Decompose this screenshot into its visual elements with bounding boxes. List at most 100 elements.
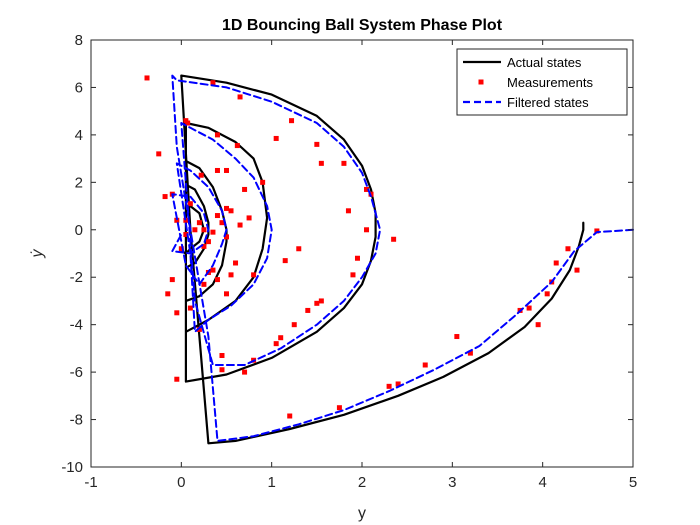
legend: Actual states Measurements Filtered states — [456, 48, 628, 116]
measurement-point — [535, 322, 541, 328]
measurement-point — [219, 367, 225, 373]
measurement-point — [454, 334, 460, 340]
legend-entries: Actual states Measurements Filtered states — [463, 55, 593, 110]
measurement-point — [233, 260, 239, 266]
measurement-point — [183, 232, 189, 238]
measurement-point — [336, 405, 342, 411]
measurement-point — [242, 186, 248, 192]
measurement-point — [246, 215, 252, 221]
measurement-point — [395, 381, 401, 387]
measurement-point — [289, 118, 295, 124]
measurement-point — [237, 94, 243, 100]
measurement-point — [178, 246, 184, 252]
measurement-point — [314, 300, 320, 306]
measurement-point — [565, 246, 571, 252]
filtered-states-line — [171, 74, 634, 442]
measurement-point — [214, 277, 220, 283]
y-tick-label: 8 — [75, 32, 83, 49]
y-tick-label: -8 — [70, 412, 83, 429]
y-tick-label: -2 — [70, 269, 83, 286]
legend-entry-actual-states: Actual states — [463, 55, 582, 70]
legend-label: Measurements — [507, 75, 593, 90]
measurement-point — [574, 267, 580, 273]
measurement-point — [228, 208, 234, 214]
measurement-point — [198, 172, 204, 178]
measurement-point — [219, 353, 225, 359]
measurement-point — [214, 167, 220, 173]
measurement-point — [224, 205, 229, 211]
measurement-point — [318, 298, 324, 304]
legend-entry-filtered-states: Filtered states — [463, 95, 589, 110]
measurement-point — [210, 229, 216, 235]
y-axis-label: ẏ — [29, 249, 46, 259]
chart-title: 1D Bouncing Ball System Phase Plot — [222, 17, 503, 34]
measurement-point — [242, 369, 248, 375]
measurement-point — [224, 291, 229, 297]
y-tick-label: 6 — [75, 79, 83, 96]
y-tick-label: -4 — [70, 317, 83, 334]
measurement-point — [187, 305, 193, 311]
measurement-point — [169, 277, 175, 283]
y-tick-label: 0 — [75, 222, 83, 239]
measurement-point — [314, 141, 320, 147]
measurement-point — [183, 217, 189, 223]
measurement-point — [210, 80, 216, 86]
measurement-point — [187, 201, 193, 207]
measurement-point — [174, 310, 180, 316]
measurement-point — [544, 291, 550, 297]
measurement-point — [174, 376, 180, 382]
x-tick-label: 4 — [538, 474, 546, 491]
measurement-point — [341, 160, 347, 166]
measurement-point — [174, 217, 180, 223]
measurement-point — [144, 75, 150, 81]
measurement-point — [364, 186, 370, 192]
measurement-point — [282, 258, 288, 264]
measurement-point — [224, 167, 229, 173]
measurement-point — [526, 305, 532, 311]
measurement-point — [201, 281, 207, 287]
measurement-point — [350, 272, 356, 278]
legend-label: Filtered states — [507, 95, 589, 110]
measurement-point — [278, 335, 284, 341]
measurement-point — [553, 260, 559, 266]
legend-marker — [478, 79, 484, 85]
measurement-point — [354, 255, 360, 261]
x-tick-label: -1 — [84, 474, 97, 491]
measurement-point — [386, 383, 392, 389]
measurement-point — [234, 143, 240, 149]
measurement-point — [210, 267, 216, 273]
measurement-point — [318, 160, 324, 166]
measurement-point — [273, 341, 279, 347]
x-axis-label: y — [358, 505, 366, 522]
y-tick-label: 4 — [75, 127, 83, 144]
measurement-point — [214, 132, 220, 138]
measurement-point — [201, 227, 207, 233]
measurement-point — [214, 213, 220, 219]
measurement-point — [364, 227, 370, 233]
measurement-point — [422, 362, 428, 368]
legend-entry-measurements: Measurements — [478, 75, 593, 90]
measurement-point — [185, 120, 191, 126]
measurement-point — [156, 151, 162, 157]
series-layer — [144, 74, 634, 445]
measurement-point — [192, 227, 198, 233]
axes-frame — [90, 39, 634, 468]
measurement-point — [305, 307, 311, 313]
measurement-point — [251, 272, 257, 278]
legend-label: Actual states — [507, 55, 582, 70]
measurement-point — [260, 179, 266, 185]
measurement-point — [224, 234, 229, 240]
measurement-point — [237, 222, 243, 228]
measurement-point — [205, 239, 211, 245]
legend-box — [456, 48, 628, 116]
x-tick-label: 2 — [358, 474, 366, 491]
y-tick-label: 2 — [75, 174, 83, 191]
measurement-point — [296, 246, 302, 252]
measurement-point — [219, 220, 225, 226]
measurement-point — [162, 194, 168, 200]
x-tick-label: 5 — [629, 474, 637, 491]
x-tick-label: 3 — [448, 474, 456, 491]
measurement-point — [287, 413, 293, 419]
